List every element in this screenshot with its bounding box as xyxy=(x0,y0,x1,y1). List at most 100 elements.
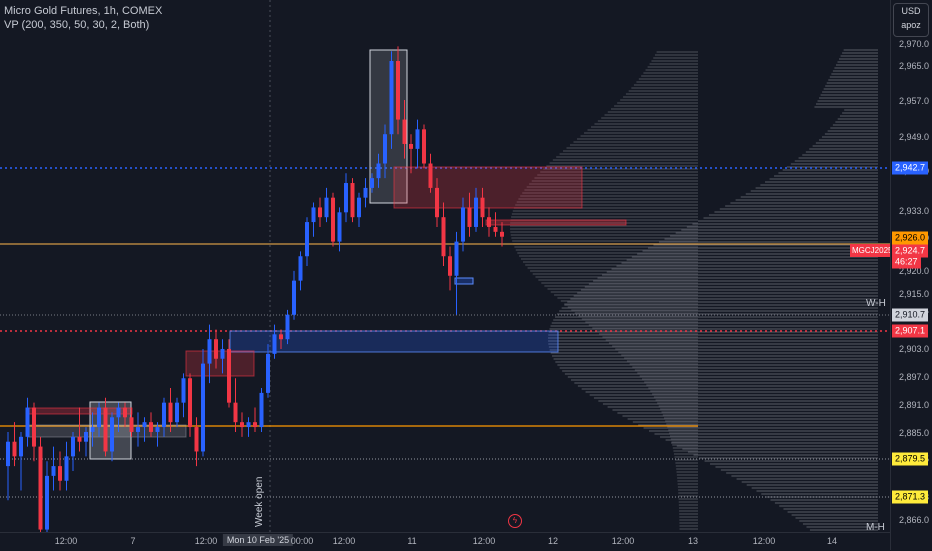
countdown-tag: 46:27 xyxy=(892,255,921,269)
candle-body xyxy=(383,134,387,164)
candle-body xyxy=(149,422,153,432)
y-tick-label: 2,970.0 xyxy=(899,39,930,49)
candle-body xyxy=(6,441,10,467)
y-tick-label: 2,915.0 xyxy=(899,289,930,299)
candle-body xyxy=(110,417,114,452)
candle-body xyxy=(175,402,179,423)
time-axis[interactable]: 12:00 7 12:00 Mon 10 Feb '25 00:00 12:00 11 12:… xyxy=(0,532,890,551)
currency-box[interactable]: USD apoz xyxy=(893,3,929,37)
candle-body xyxy=(32,407,36,447)
candle-body xyxy=(220,348,225,359)
price-axis[interactable]: USD apoz 2,970.0 2,965.0 2,957.0 2,949.0 2,9… xyxy=(890,0,932,550)
x-tick-label: 12:00 xyxy=(194,536,218,546)
range-box-top xyxy=(369,49,408,204)
candle-body xyxy=(103,407,108,452)
month-high-label: M-H xyxy=(866,522,885,532)
candle-body xyxy=(58,466,62,481)
candle-body xyxy=(90,427,95,432)
week-open-label: Week open xyxy=(254,476,265,527)
x-tick-label: 12:00 xyxy=(54,536,78,546)
candle-body xyxy=(389,61,394,135)
candle-body xyxy=(363,187,368,198)
x-tick-label: 12:00 xyxy=(752,536,776,546)
candle-body xyxy=(272,334,277,354)
y-tick-label: 2,965.0 xyxy=(899,61,930,71)
candle-body xyxy=(240,422,244,428)
y-tick-label: 2,885.0 xyxy=(899,428,930,438)
low-level-tag-2: 2,871.3 xyxy=(892,490,929,504)
x-tick-label: 14 xyxy=(826,536,838,546)
candle-body xyxy=(155,427,160,432)
candle-body xyxy=(181,378,186,403)
candle-body xyxy=(253,422,257,428)
red-level-tag: 2,907.1 xyxy=(892,324,929,338)
symbol-title[interactable]: Micro Gold Futures, 1h, COMEX xyxy=(4,5,163,17)
candle-body xyxy=(500,231,504,237)
user-label: apoz xyxy=(901,20,921,30)
x-tick-label: 00:00 xyxy=(290,536,314,546)
candle-body xyxy=(409,143,413,149)
x-tick-label: 7 xyxy=(130,536,136,546)
candle-body xyxy=(493,226,498,232)
x-tick-label: 11 xyxy=(407,536,417,546)
candle-body xyxy=(396,61,400,120)
demand-zone-2 xyxy=(454,277,474,285)
blue-level-tag: 2,942.7 xyxy=(892,161,929,175)
y-tick-label: 2,920.0 xyxy=(899,266,930,276)
candle-body xyxy=(448,256,452,276)
candle-body xyxy=(227,348,231,403)
candle-body xyxy=(51,466,56,476)
supply-zone-1 xyxy=(393,166,583,209)
candle-body xyxy=(97,407,101,428)
candle-body xyxy=(285,314,290,340)
symbol-tag: MGCJ2025 xyxy=(850,244,890,257)
candle-body xyxy=(162,402,166,428)
demand-zone-1 xyxy=(229,330,559,353)
candle-body xyxy=(337,212,342,242)
candle-body xyxy=(422,129,426,164)
y-tick-label: 2,866.0 xyxy=(899,515,930,525)
x-tick-label: 13 xyxy=(687,536,699,546)
candle-body xyxy=(84,431,88,442)
candle-body xyxy=(428,163,433,188)
candle-body xyxy=(305,222,309,257)
candle-body xyxy=(194,427,199,452)
supply-zone-3 xyxy=(185,350,255,377)
x-tick-label: 12:00 xyxy=(611,536,635,546)
flash-icon[interactable]: ϟ xyxy=(508,514,522,528)
y-tick-label: 2,949.0 xyxy=(899,132,930,142)
x-tick-label: 12:00 xyxy=(472,536,496,546)
candle-body xyxy=(318,207,322,218)
week-high-label: W-H xyxy=(866,298,886,309)
gray-level-tag: 2,910.7 xyxy=(892,308,929,322)
candle-body xyxy=(461,207,465,242)
candle-body xyxy=(376,163,381,179)
candle-body xyxy=(415,129,420,149)
chart-plot-area[interactable]: Micro Gold Futures, 1h, COMEX VP (200, 3… xyxy=(0,0,890,532)
x-tick-label: Mon 10 Feb '25 xyxy=(222,534,294,546)
candle-body xyxy=(116,407,121,418)
candle-body xyxy=(454,241,459,276)
chart-canvas[interactable] xyxy=(0,0,890,532)
candle-body xyxy=(25,407,30,437)
candle-body xyxy=(350,183,355,218)
y-tick-label: 2,957.0 xyxy=(899,96,930,106)
candle-body xyxy=(441,217,446,257)
candle-body xyxy=(214,339,218,359)
candle-body xyxy=(123,407,127,418)
candle-body xyxy=(344,183,348,213)
candle-body xyxy=(207,339,212,364)
indicator-label[interactable]: VP (200, 350, 50, 30, 2, Both) xyxy=(4,19,150,31)
candle-body xyxy=(45,475,49,530)
candle-body xyxy=(487,217,491,227)
candle-body xyxy=(129,417,134,432)
y-tick-label: 2,903.0 xyxy=(899,344,930,354)
y-tick-label: 2,891.0 xyxy=(899,400,930,410)
candle-body xyxy=(136,427,140,432)
candle-body xyxy=(331,197,335,242)
candle-body xyxy=(142,422,147,428)
y-tick-label: 2,933.0 xyxy=(899,206,930,216)
candle-body xyxy=(357,197,361,218)
candle-body xyxy=(402,119,407,144)
candle-body xyxy=(435,187,439,218)
